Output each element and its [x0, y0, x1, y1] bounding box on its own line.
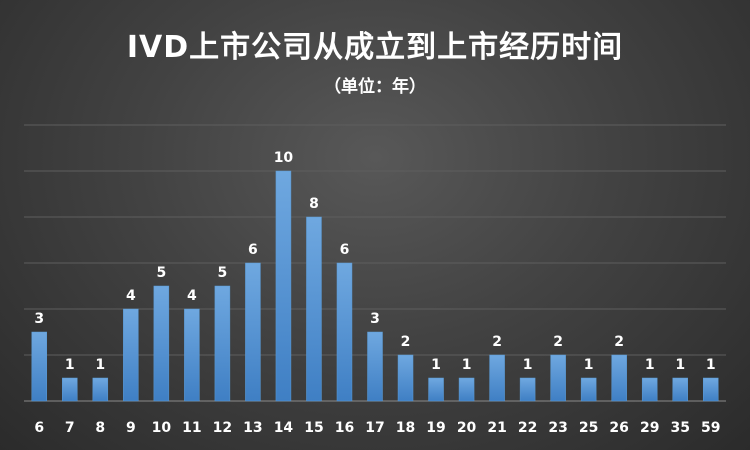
bar-29 [641, 377, 658, 402]
data-label-10: 5 [156, 265, 166, 281]
data-label-11: 4 [187, 288, 197, 304]
x-tick-label-15: 15 [304, 420, 323, 436]
x-tick-label-14: 14 [274, 420, 294, 436]
bar-59 [702, 377, 719, 402]
bar-7 [62, 377, 78, 402]
data-label-20: 1 [462, 357, 472, 373]
x-tick-label-8: 8 [95, 420, 105, 436]
x-tick-label-19: 19 [426, 420, 445, 436]
data-label-59: 1 [706, 357, 716, 373]
data-label-6: 3 [34, 311, 44, 327]
x-tick-label-20: 20 [457, 420, 477, 436]
data-label-17: 3 [370, 311, 380, 327]
x-tick-label-25: 25 [579, 420, 598, 436]
data-label-13: 6 [248, 242, 258, 258]
x-tick-label-35: 35 [670, 420, 689, 436]
data-label-25: 1 [584, 357, 594, 373]
data-label-26: 2 [614, 334, 624, 350]
bar-25 [580, 377, 597, 402]
x-tick-label-18: 18 [396, 420, 415, 436]
data-labels: 3 1 1 4 5 4 5 6 10 8 6 3 2 1 1 2 1 2 1 2 1 1 1 [34, 150, 715, 373]
x-tick-label-23: 23 [548, 420, 567, 436]
bar-21 [489, 354, 505, 402]
x-tick-label-10: 10 [152, 420, 172, 436]
data-label-15: 8 [309, 196, 319, 212]
bar-6 [31, 331, 48, 402]
bar-13 [245, 262, 261, 402]
data-label-16: 6 [340, 242, 350, 258]
bar-10 [153, 285, 170, 402]
data-label-14: 10 [274, 150, 294, 166]
bar-17 [367, 331, 383, 402]
x-tick-label-16: 16 [335, 420, 354, 436]
data-label-9: 4 [126, 288, 136, 304]
data-label-35: 1 [675, 357, 685, 373]
x-tick-label-9: 9 [126, 420, 136, 436]
data-label-19: 1 [431, 357, 441, 373]
bars [31, 170, 719, 402]
x-tick-label-6: 6 [34, 420, 44, 436]
chart-subtitle: （单位：年） [324, 77, 426, 97]
x-tick-label-13: 13 [243, 420, 262, 436]
chart-title: IVD上市公司从成立到上市经历时间 [126, 30, 624, 65]
bar-19 [428, 377, 444, 402]
x-tick-label-12: 12 [213, 420, 232, 436]
x-tick-label-22: 22 [518, 420, 537, 436]
x-tick-label-17: 17 [365, 420, 384, 436]
data-label-29: 1 [645, 357, 655, 373]
bar-12 [214, 285, 231, 402]
bar-16 [336, 262, 353, 402]
bar-14 [275, 170, 292, 402]
x-tick-label-7: 7 [65, 420, 75, 436]
x-tick-label-21: 21 [487, 420, 506, 436]
bar-18 [397, 354, 414, 402]
data-label-23: 2 [553, 334, 563, 350]
x-tick-label-29: 29 [640, 420, 659, 436]
data-label-7: 1 [65, 357, 75, 373]
x-tick-label-26: 26 [609, 420, 628, 436]
bar-8 [92, 377, 109, 402]
data-label-22: 1 [523, 357, 533, 373]
bar-35 [672, 377, 688, 402]
data-label-8: 1 [95, 357, 105, 373]
data-label-21: 2 [492, 334, 502, 350]
bar-11 [184, 308, 200, 402]
x-tick-label-59: 59 [701, 420, 720, 436]
data-label-12: 5 [218, 265, 228, 281]
bar-15 [306, 216, 322, 402]
data-label-18: 2 [401, 334, 411, 350]
bar-22 [519, 377, 536, 402]
bar-20 [458, 377, 475, 402]
bar-26 [611, 354, 627, 402]
x-tick-label-11: 11 [182, 420, 201, 436]
bar-9 [123, 308, 139, 402]
bar-23 [550, 354, 566, 402]
x-axis-ticks: 6 7 8 9 10 11 12 13 14 15 16 17 18 19 20 21 22 23 25 26 29 35… [34, 420, 720, 436]
